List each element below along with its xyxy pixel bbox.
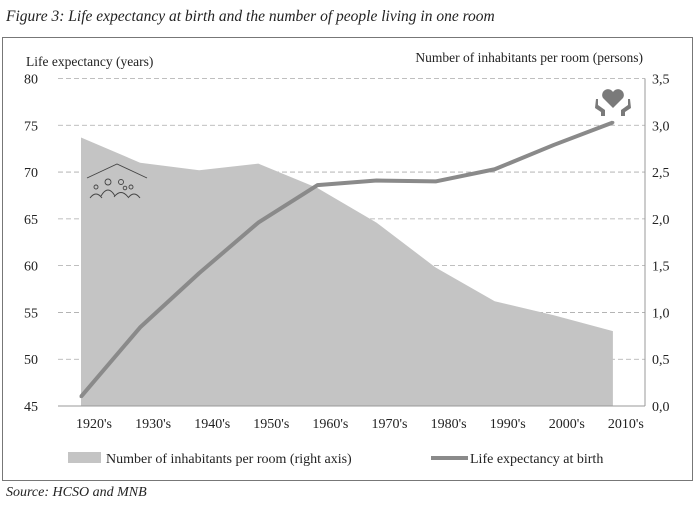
figure-title: Figure 3: Life expectancy at birth and t… (6, 8, 495, 25)
right-tick-label: 0,5 (652, 353, 670, 368)
right-tick-label: 3,5 (652, 73, 670, 88)
left-tick-label: 70 (24, 166, 38, 181)
right-tick-label: 1,5 (652, 260, 670, 275)
life-expectancy-point (315, 183, 319, 187)
left-axis-label: Life expectancy (years) (26, 54, 153, 69)
x-tick-label: 2010's (608, 417, 644, 432)
right-tick-label: 2,5 (652, 166, 670, 181)
life-expectancy-point (197, 271, 201, 275)
x-tick-label: 1960's (312, 417, 348, 432)
chart-frame (2, 37, 693, 481)
right-tick-label: 2,0 (652, 213, 670, 228)
legend-line-label: Life expectancy at birth (470, 452, 603, 467)
left-tick-label: 65 (24, 213, 38, 228)
life-expectancy-point (552, 143, 556, 147)
life-expectancy-point (79, 395, 83, 399)
x-tick-label: 1980's (431, 417, 467, 432)
right-axis-label: Number of inhabitants per room (persons) (415, 50, 643, 65)
legend-area-swatch (68, 452, 101, 463)
x-tick-label: 1990's (490, 417, 526, 432)
life-expectancy-point (493, 167, 497, 171)
family-house-icon (86, 163, 148, 199)
x-tick-label: 1940's (194, 417, 230, 432)
x-tick-label: 2000's (549, 417, 585, 432)
left-tick-label: 60 (24, 260, 38, 275)
x-tick-label: 1920's (76, 417, 112, 432)
life-expectancy-line (79, 120, 614, 398)
x-tick-label: 1930's (135, 417, 171, 432)
right-tick-label: 1,0 (652, 306, 670, 321)
legend: Number of inhabitants per room (right ax… (68, 452, 603, 467)
source-note: Source: HCSO and MNB (6, 485, 147, 500)
life-expectancy-point (611, 120, 615, 124)
left-tick-label: 80 (24, 73, 38, 88)
inhabitants-area (81, 137, 613, 406)
life-expectancy-point (375, 178, 378, 182)
life-expectancy-point (256, 221, 260, 225)
legend-area-label: Number of inhabitants per room (right ax… (106, 452, 352, 467)
x-tick-label: 1970's (372, 417, 408, 432)
right-tick-label: 0,0 (652, 400, 670, 415)
left-tick-label: 75 (24, 119, 38, 134)
x-tick-label: 1950's (253, 417, 289, 432)
left-tick-label: 55 (24, 306, 38, 321)
life-expectancy-point (434, 179, 438, 183)
left-tick-label: 50 (24, 353, 38, 368)
heart-hands-icon (595, 89, 631, 116)
life-expectancy-point (138, 325, 142, 329)
right-tick-label: 3,0 (652, 119, 670, 134)
left-tick-label: 45 (24, 400, 38, 415)
